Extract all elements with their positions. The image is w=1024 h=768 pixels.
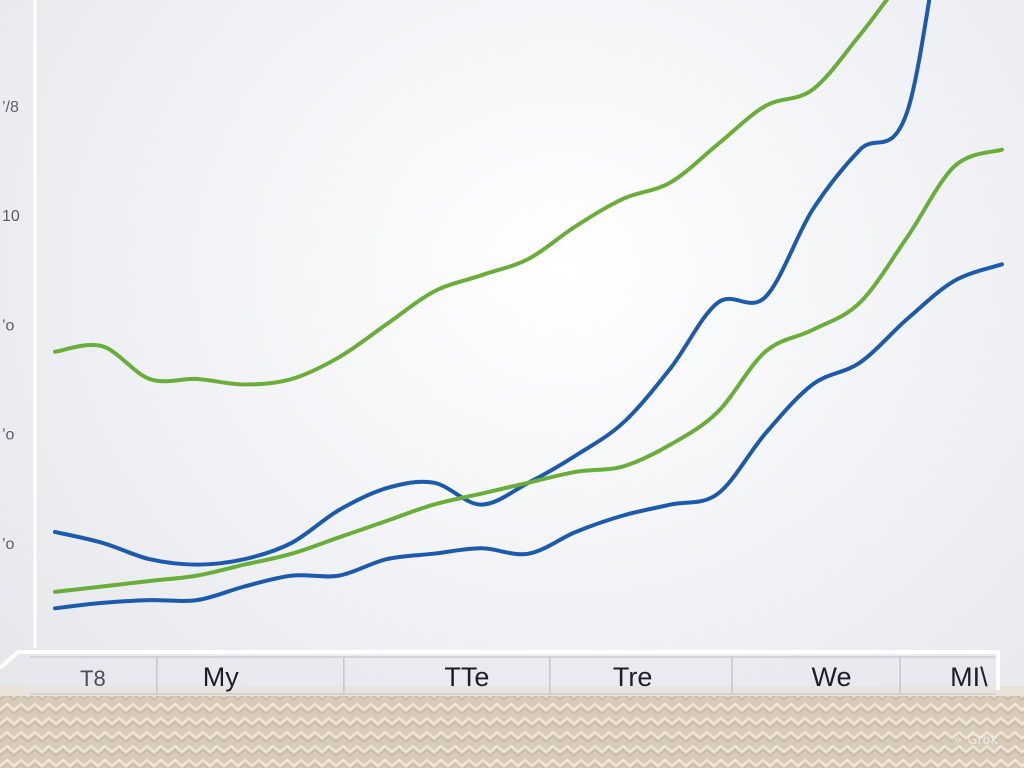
series-line-1 [53,0,890,387]
watermark-icon: ✧ [952,733,964,748]
series-line-2 [53,0,932,567]
series-lines [53,0,1004,611]
y-tick-label: 10 [2,208,20,225]
x-category-label: T8 [80,666,106,691]
x-category-label: MI\ [950,662,988,692]
series-line-3 [53,147,1004,594]
watermark: ✧ Grok [952,733,998,748]
x-category-label: TTe [444,662,489,692]
y-tick-label: ’o [2,427,15,444]
x-category-label: We [812,662,852,692]
x-category-labels: T8 My TTe Tre We MI\ [80,662,988,692]
x-category-label: My [203,662,239,692]
y-tick-label: ’/8 [2,99,19,116]
y-tick-labels: ’o ’o ’o 10 ’/8 [2,99,20,553]
watermark-text: Grok [967,733,998,748]
y-tick-label: ’o [2,536,15,553]
series-line-4 [53,262,1004,611]
y-tick-label: ’o [2,317,15,334]
x-axis-box [0,650,1000,695]
floor-texture [0,690,1024,768]
x-category-label: Tre [613,662,653,692]
